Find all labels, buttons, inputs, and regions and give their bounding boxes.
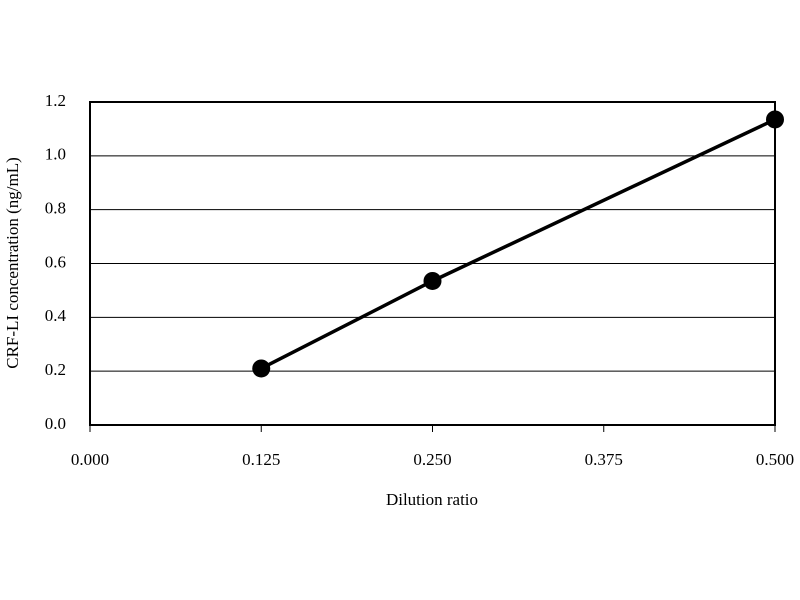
y-tick-label: 0.8 <box>45 199 66 218</box>
data-point <box>423 271 442 290</box>
y-tick-label: 0.0 <box>45 414 66 433</box>
data-point <box>766 110 784 129</box>
y-tick-label: 0.4 <box>45 306 67 325</box>
y-tick-label: 0.2 <box>45 360 66 379</box>
y-tick-label: 1.2 <box>45 91 66 110</box>
data-point <box>252 359 271 378</box>
y-tick-label: 0.6 <box>45 252 66 271</box>
data-line <box>260 117 776 371</box>
x-tick-label: 0.125 <box>242 450 280 469</box>
plot-frame <box>89 101 776 426</box>
y-axis-label: CRF-LI concentration (ng/mL) <box>3 157 22 369</box>
x-tick-label: 0.375 <box>585 450 623 469</box>
x-tick-label: 0.500 <box>756 450 794 469</box>
x-tick-label: 0.000 <box>71 450 109 469</box>
y-tick-label: 1.0 <box>45 145 66 164</box>
x-axis-label: Dilution ratio <box>386 490 478 509</box>
x-tick-label: 0.250 <box>413 450 451 469</box>
